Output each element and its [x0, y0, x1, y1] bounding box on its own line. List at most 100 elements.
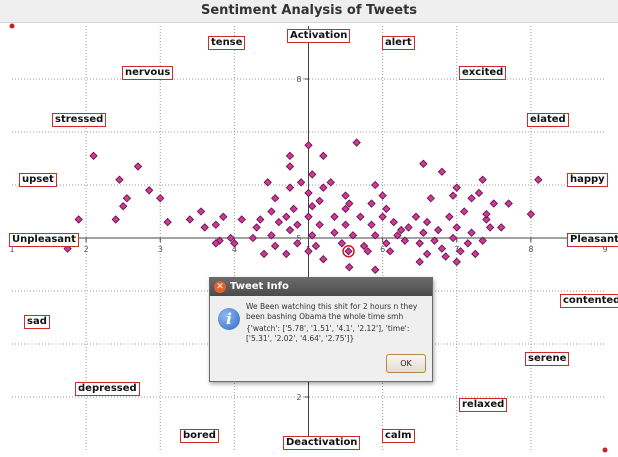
x-tick-label: 6 — [380, 245, 385, 254]
data-point — [482, 215, 491, 224]
data-point — [308, 231, 317, 240]
data-point — [415, 239, 424, 248]
data-point — [282, 212, 291, 221]
data-point — [267, 231, 276, 240]
data-point — [345, 199, 354, 208]
data-point — [478, 236, 487, 245]
close-icon[interactable]: ✕ — [214, 281, 226, 293]
data-point — [430, 236, 439, 245]
x-tick-label: 8 — [528, 245, 533, 254]
selected-point-ring — [342, 245, 355, 258]
data-point — [319, 183, 328, 192]
affect-label-depressed: depressed — [75, 382, 140, 396]
affect-label-excited: excited — [459, 66, 507, 80]
data-point — [463, 239, 473, 248]
affect-label-deactivation: Deactivation — [283, 436, 361, 450]
x-tick-label: 4 — [232, 245, 237, 254]
data-point — [422, 217, 432, 227]
tweet-scores: {'watch': ['5.78', '1.51', '4.1', '2.12'… — [246, 324, 410, 343]
data-point — [119, 202, 128, 211]
data-point — [111, 215, 120, 224]
affect-label-activation: Activation — [287, 29, 351, 43]
data-point — [534, 175, 543, 184]
window-title: Sentiment Analysis of Tweets — [200, 3, 418, 18]
affect-label-nervous: nervous — [122, 66, 174, 80]
data-point — [419, 159, 428, 168]
data-point — [163, 217, 172, 227]
affect-label-tense: tense — [208, 36, 246, 50]
data-point — [467, 228, 476, 237]
data-point — [133, 162, 143, 171]
affect-label-unpleasant: Unpleasant — [9, 233, 79, 247]
data-point — [448, 191, 458, 200]
ok-button[interactable]: OK — [386, 354, 426, 373]
dialog-titlebar: ✕ Tweet Info — [210, 278, 432, 296]
affect-label-sad: sad — [24, 315, 50, 329]
data-point — [348, 231, 358, 240]
y-tick-label: 5 — [296, 234, 301, 243]
x-tick-label: 3 — [158, 245, 163, 254]
data-point — [252, 223, 261, 232]
data-point — [330, 228, 339, 237]
data-point — [359, 241, 369, 251]
data-point — [378, 212, 387, 221]
data-point — [426, 194, 435, 203]
data-point — [422, 249, 432, 259]
data-point — [363, 247, 372, 256]
data-point — [259, 249, 269, 259]
data-point — [382, 204, 391, 214]
data-point — [226, 233, 235, 243]
dialog-title: Tweet Info — [230, 281, 289, 292]
data-point — [341, 204, 350, 214]
affect-label-contented: contented — [560, 294, 618, 308]
data-point — [308, 170, 317, 179]
tweet-text: We Been watching this shit for 2 hours n… — [246, 302, 418, 321]
affect-label-pleasant: Pleasant — [567, 233, 618, 247]
data-point — [467, 194, 476, 203]
data-point — [452, 223, 461, 232]
data-point — [63, 244, 72, 253]
data-point — [237, 215, 246, 224]
data-point — [296, 178, 306, 187]
data-point — [304, 141, 313, 150]
data-point — [282, 249, 291, 259]
x-tick-label: 1 — [9, 245, 14, 254]
data-point — [456, 247, 465, 256]
data-point — [304, 188, 313, 198]
data-point — [304, 212, 313, 221]
data-point — [441, 252, 450, 261]
title-bar: Sentiment Analysis of Tweets — [0, 0, 618, 23]
data-point — [437, 167, 447, 176]
data-point — [274, 217, 284, 227]
affect-label-elated: elated — [527, 113, 569, 127]
data-point — [341, 220, 350, 229]
data-point — [211, 220, 221, 229]
data-point — [293, 239, 302, 248]
affect-label-bored: bored — [180, 429, 219, 443]
data-point — [356, 212, 365, 221]
data-point — [419, 228, 428, 237]
data-point — [115, 175, 124, 184]
data-point — [330, 212, 339, 221]
data-point — [367, 220, 376, 229]
data-point — [230, 239, 239, 248]
data-point — [485, 223, 495, 232]
x-tick-label: 9 — [602, 245, 607, 254]
data-point — [371, 180, 380, 190]
scatter-plot[interactable]: 123456789258 — [0, 22, 618, 457]
y-tick-label: 8 — [296, 75, 301, 84]
data-point — [434, 225, 443, 235]
y-tick-label: 2 — [296, 393, 301, 402]
data-point — [211, 239, 221, 248]
data-point — [415, 257, 424, 267]
data-point — [378, 191, 387, 200]
affect-label-serene: serene — [525, 352, 570, 366]
data-point — [478, 175, 487, 184]
data-point — [352, 138, 361, 147]
data-point — [411, 212, 421, 221]
data-point — [293, 220, 302, 229]
x-tick-label: 2 — [84, 245, 89, 254]
data-point — [311, 241, 321, 251]
data-point — [382, 239, 391, 248]
data-point — [319, 255, 328, 264]
